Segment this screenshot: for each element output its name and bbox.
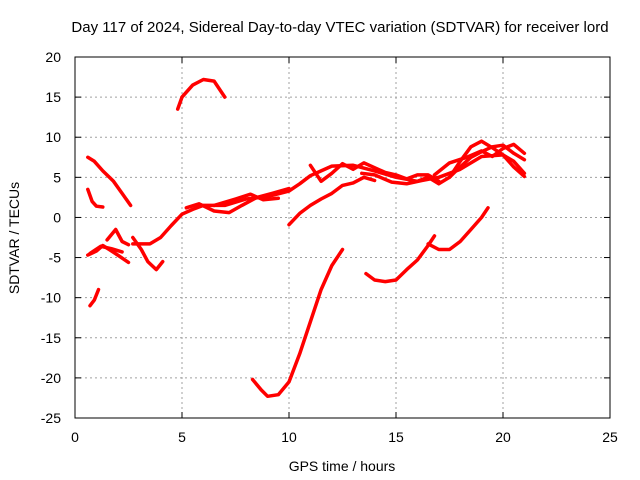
y-tick-label: -10 (41, 290, 61, 306)
series-line-sat-g (88, 287, 101, 308)
y-tick-label: -25 (41, 410, 61, 426)
axis-ticks (74, 56, 611, 419)
series-line-sat-j (212, 192, 281, 208)
x-tick-label: 10 (281, 429, 297, 445)
series-line-sat-a (86, 155, 133, 208)
series-line-sat-r (364, 234, 437, 284)
chart-title: Day 117 of 2024, Sidereal Day-to-day VTE… (71, 19, 608, 36)
grid-lines (75, 57, 610, 418)
series-line-sat-k (308, 161, 441, 184)
x-tick-label: 0 (71, 429, 79, 445)
tick-labels: 0 5 10 15 20 25 -25 -20 -15 -10 -5 0 5 10 15 20 (41, 49, 618, 445)
series-line-sat-i (184, 186, 291, 215)
series-line-sat-p (175, 77, 227, 111)
x-axis-label: GPS time / hours (289, 458, 396, 474)
y-tick-label: -20 (41, 370, 61, 386)
series-line-sat-o (287, 175, 377, 227)
x-tick-label: 25 (602, 429, 618, 445)
series-line-sat-n (432, 142, 527, 177)
plot-frame (74, 56, 611, 419)
x-tick-label: 15 (388, 429, 404, 445)
y-tick-label: 5 (53, 169, 61, 185)
x-tick-label: 5 (178, 429, 186, 445)
series-line-sat-e (105, 227, 131, 247)
y-axis-label: SDTVAR / TECUs (6, 182, 22, 294)
y-tick-label: -15 (41, 330, 61, 346)
series-line-sat-s (426, 206, 490, 252)
series-layer (86, 77, 527, 399)
x-tick-label: 20 (495, 429, 511, 445)
series-line-sat-d (88, 244, 124, 256)
y-tick-label: 10 (45, 129, 61, 145)
series-line-sat-b (86, 187, 105, 209)
y-tick-label: 0 (53, 209, 61, 225)
y-tick-label: -5 (49, 250, 62, 266)
series-line-sat-q (250, 247, 345, 399)
y-tick-label: 15 (45, 89, 61, 105)
y-tick-label: 20 (45, 49, 61, 65)
